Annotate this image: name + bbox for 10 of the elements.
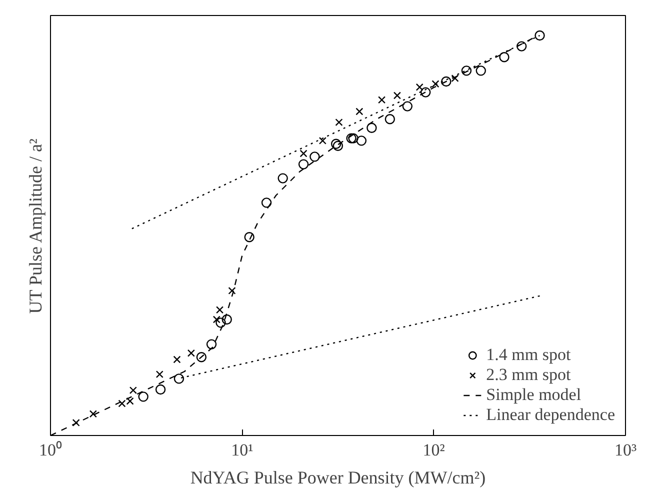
x-tick-label: 10¹ <box>231 440 254 460</box>
x-tick-label: 10⁰ <box>39 440 62 460</box>
x-axis-title: NdYAG Pulse Power Density (MW/cm²) <box>190 468 486 488</box>
legend-label: Simple model <box>486 385 582 405</box>
legend-label: 1.4 mm spot <box>486 345 571 365</box>
legend-label: Linear dependence <box>486 405 615 425</box>
y-axis-title: UT Pulse Amplitude / a² <box>26 138 46 314</box>
x-tick-label: 10² <box>422 440 445 460</box>
legend-label: 2.3 mm spot <box>486 365 571 385</box>
x-tick-label: 10³ <box>614 440 637 460</box>
